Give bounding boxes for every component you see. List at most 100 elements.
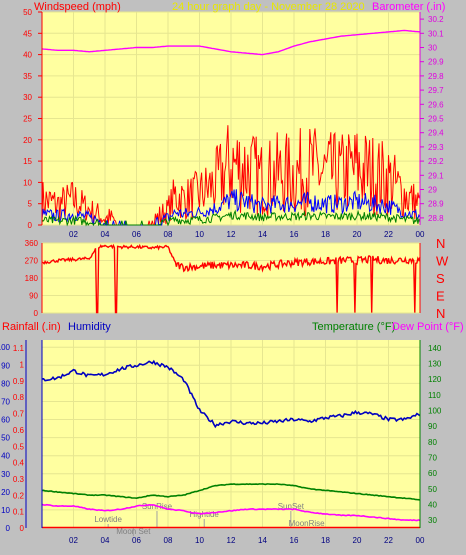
barometer-line — [41, 29, 421, 56]
barometer-tick-label: 30 — [428, 44, 437, 53]
barometer-tick-label: 29.4 — [428, 129, 444, 138]
rainfall-tick-label: 0.7 — [13, 410, 25, 419]
x-tick-label: 14 — [258, 536, 267, 545]
x-tick-label: 06 — [132, 230, 141, 239]
temperature-tick-label: 70 — [428, 454, 437, 463]
rainfall-tick-label: 0.5 — [13, 442, 25, 451]
barometer-tick-label: 29.5 — [428, 115, 444, 124]
humidity-tick-label: 20 — [1, 488, 10, 497]
humidity-tick-label: 30 — [1, 470, 10, 479]
wind-tick-label: 5 — [28, 200, 33, 209]
x-tick-label: 10 — [195, 230, 204, 239]
direction-series — [42, 243, 421, 314]
legend-rainfall: Rainfall (.in) — [2, 321, 61, 333]
barometer-tick-label: 29.7 — [428, 86, 444, 95]
rainfall-tick-label: 0.8 — [13, 393, 25, 402]
barometer-tick-label: 30.1 — [428, 29, 444, 38]
temperature-tick-label: 60 — [428, 469, 437, 478]
wind-tick-label: 50 — [23, 8, 32, 17]
x-tick-label: 20 — [353, 536, 362, 545]
temperature-tick-label: 50 — [428, 485, 437, 494]
rainfall-tick-label: 0.2 — [13, 491, 25, 500]
wind-tick-label: 45 — [23, 29, 32, 38]
event-label: MoonRise — [289, 519, 326, 528]
x-tick-label: 12 — [227, 230, 236, 239]
rainfall-tick-label: 0.9 — [13, 377, 25, 386]
direction-tick-label: 360 — [25, 239, 39, 248]
wind-direction-line — [42, 243, 421, 314]
x-tick-label: 00 — [416, 536, 425, 545]
wind-gust-line — [41, 125, 421, 226]
temperature-tick-label: 80 — [428, 438, 437, 447]
compass-label: W — [436, 254, 449, 269]
temperature-x-ticks: 02 04 06 08 10 12 14 16 18 20 22 00 — [69, 536, 425, 545]
temperature-tick-label: 130 — [428, 360, 442, 369]
wind-tick-label: 35 — [23, 72, 32, 81]
compass-label: E — [436, 289, 445, 304]
barometer-label: Barometer (.in) — [372, 1, 445, 13]
rainfall-tick-label: 0 — [20, 524, 25, 533]
event-label: Moon Set — [116, 527, 151, 536]
barometer-y-ticks: 28.8 28.9 29 29.1 29.2 29.3 29.4 29.5 29.6 29.7 29… — [420, 15, 444, 223]
wind-series — [41, 29, 421, 227]
x-tick-label: 18 — [321, 230, 330, 239]
temperature-tick-label: 100 — [428, 407, 442, 416]
rainfall-tick-label: 1.1 — [13, 344, 25, 353]
x-tick-label: 04 — [101, 536, 110, 545]
wind-low-line — [41, 209, 421, 227]
wind-tick-label: 20 — [23, 136, 32, 145]
compass-label: S — [436, 271, 445, 286]
barometer-tick-label: 29.6 — [428, 100, 444, 109]
humidity-y-ticks: 0 10 20 30 40 50 60 70 80 90 100 — [0, 343, 11, 533]
wind-tick-label: 30 — [23, 93, 32, 102]
x-tick-label: 22 — [384, 536, 393, 545]
event-label: SunSet — [278, 502, 305, 511]
wind-tick-label: 0 — [28, 221, 33, 230]
x-tick-label: 10 — [195, 536, 204, 545]
temperature-tick-label: 120 — [428, 375, 442, 384]
humidity-tick-label: 40 — [1, 452, 10, 461]
event-label: Lowtide — [94, 515, 122, 524]
direction-tick-label: 270 — [25, 257, 39, 266]
rainfall-tick-label: 0.4 — [13, 459, 25, 468]
x-tick-label: 16 — [290, 230, 299, 239]
x-tick-label: 02 — [69, 230, 78, 239]
humidity-tick-label: 80 — [1, 379, 10, 388]
temperature-tick-label: 40 — [428, 501, 437, 510]
wind-tick-label: 10 — [23, 178, 32, 187]
humidity-tick-label: 10 — [1, 506, 10, 515]
legend-dew-point: Dew Point (°F) — [392, 321, 464, 333]
temperature-tick-label: 90 — [428, 422, 437, 431]
rainfall-tick-label: 1 — [20, 361, 25, 370]
humidity-tick-label: 90 — [1, 361, 10, 370]
windspeed-label: Windspeed (mph) — [34, 1, 121, 13]
wind-tick-label: 25 — [23, 115, 32, 124]
wind-grid — [42, 11, 421, 226]
temperature-y-ticks: 30 40 50 60 70 80 90 100 110 120 130 140 — [428, 344, 442, 525]
x-tick-label: 08 — [164, 230, 173, 239]
direction-y-ticks: 360 270 180 90 0 — [25, 239, 39, 318]
x-tick-label: 22 — [384, 230, 393, 239]
barometer-tick-label: 29.3 — [428, 143, 444, 152]
temperature-line — [41, 483, 421, 501]
x-tick-label: 06 — [132, 536, 141, 545]
rainfall-tick-label: 0.6 — [13, 426, 25, 435]
compass-label: N — [436, 236, 445, 251]
graph-title: 24 hour graph day - November 28 2020 — [172, 1, 365, 13]
barometer-tick-label: 29.9 — [428, 58, 444, 67]
direction-tick-label: 180 — [25, 274, 39, 283]
x-tick-label: 02 — [69, 536, 78, 545]
dew-point-line — [41, 503, 421, 522]
temperature-series — [41, 359, 421, 529]
humidity-tick-label: 60 — [1, 416, 10, 425]
humidity-tick-label: 70 — [1, 397, 10, 406]
barometer-tick-label: 29.2 — [428, 157, 444, 166]
legend-humidity: Humidity — [68, 321, 111, 333]
legend-temperature: Temperature (°F) — [312, 321, 395, 333]
x-tick-label: 16 — [290, 536, 299, 545]
wind-y-ticks: 0 5 10 15 20 25 30 35 40 45 50 — [23, 8, 42, 230]
x-tick-label: 04 — [101, 230, 110, 239]
barometer-tick-label: 28.8 — [428, 214, 444, 223]
